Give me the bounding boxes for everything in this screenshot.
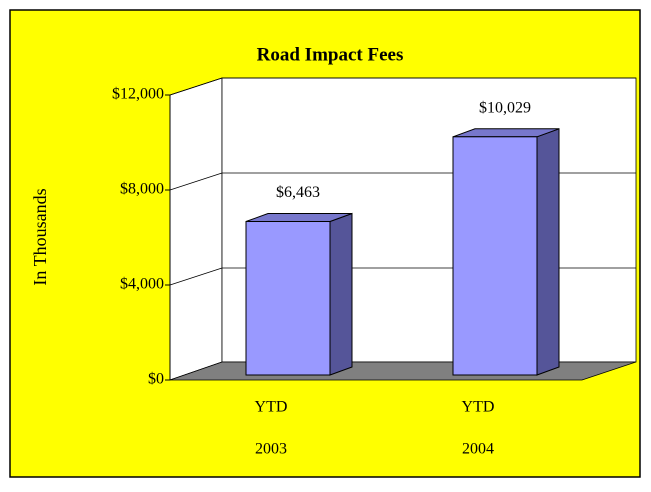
y-tick-label: $8,000 (120, 181, 164, 198)
y-axis-label: In Thousands (30, 188, 50, 285)
bar-side (536, 128, 560, 376)
data-label: $6,463 (276, 184, 320, 201)
x-tick-label: 2003 (255, 441, 287, 458)
x-tick-label: YTD (462, 399, 495, 416)
grid-line (169, 172, 223, 191)
grid-line (169, 267, 223, 286)
data-label: $10,029 (479, 99, 531, 116)
y-tick-label: $12,000 (112, 86, 164, 103)
x-tick-label: 2004 (462, 441, 494, 458)
bar (245, 221, 331, 376)
bar (452, 136, 538, 376)
floor (169, 361, 637, 381)
side-wall (169, 77, 223, 381)
bar-side (329, 212, 353, 376)
y-tick-label: $0 (148, 371, 164, 388)
y-tick-label: $4,000 (120, 276, 164, 293)
x-tick-label: YTD (255, 399, 288, 416)
chart-title: Road Impact Fees (257, 44, 404, 65)
grid-line (169, 77, 223, 96)
